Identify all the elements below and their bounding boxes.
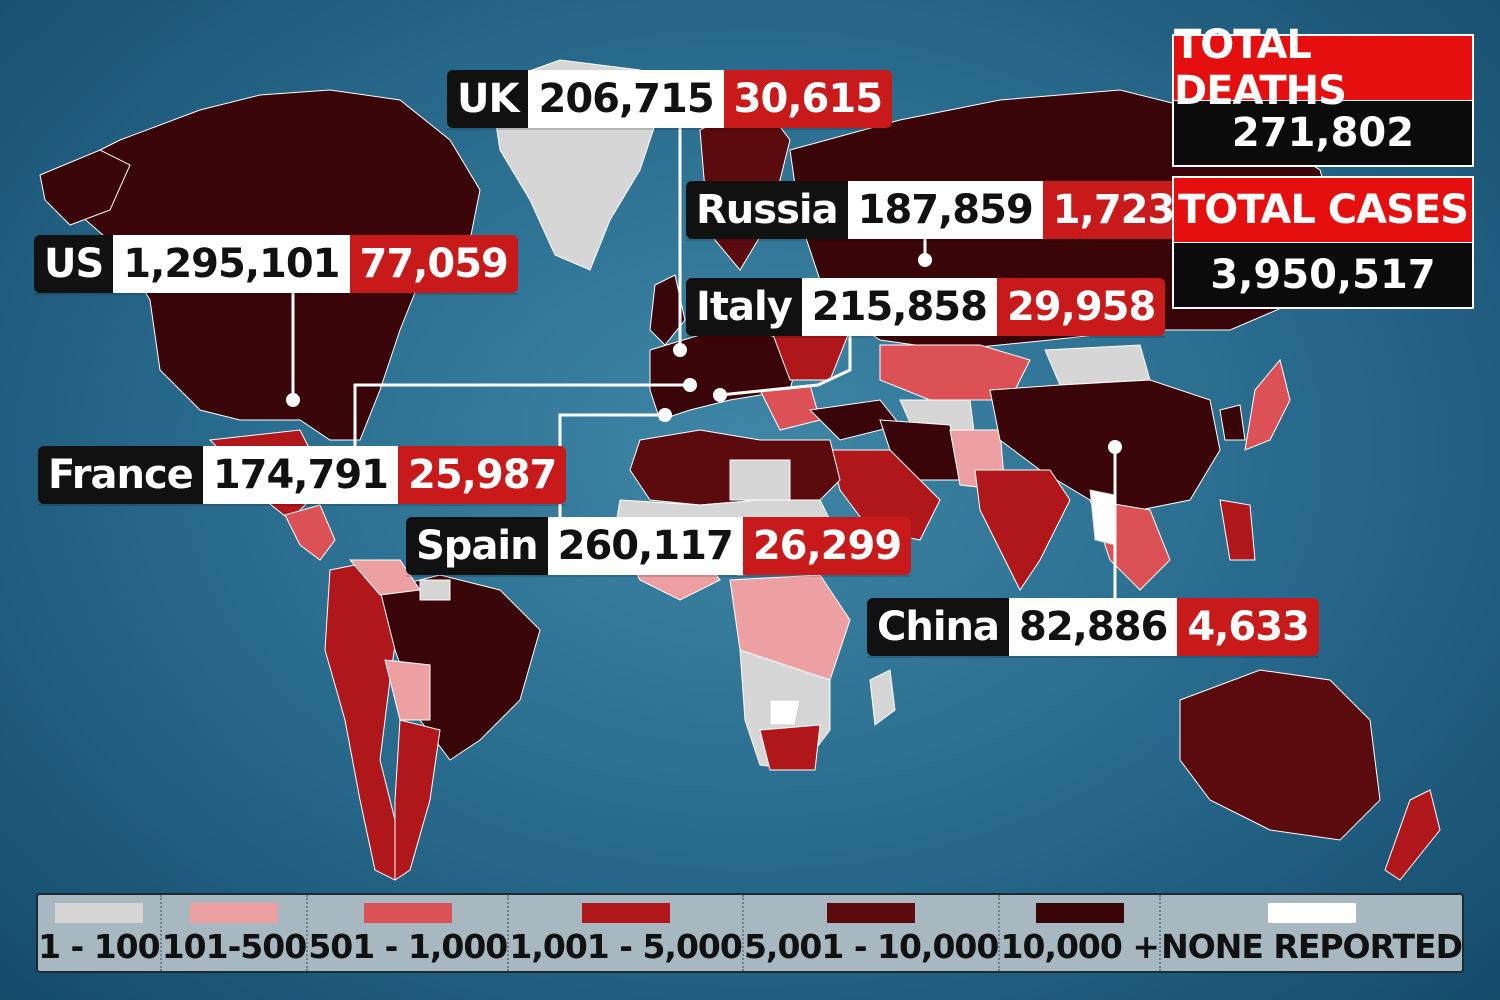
india xyxy=(974,469,1071,591)
country-deaths: 26,299 xyxy=(742,517,912,575)
botswana xyxy=(769,699,801,726)
total-deaths-panel: TOTAL DEATHS 271,802 xyxy=(1172,22,1474,167)
legend-item-10000-plus: 10,000 + xyxy=(1000,895,1162,971)
country-name: Russia xyxy=(686,181,848,239)
legend-label: 101-500 xyxy=(161,927,307,966)
country-deaths: 4,633 xyxy=(1177,598,1319,656)
country-cases: 260,117 xyxy=(547,517,743,575)
china xyxy=(989,379,1221,511)
legend-label: 5,001 - 10,000 xyxy=(743,927,999,966)
map-legend: 1 - 100 101-500 501 - 1,000 1,001 - 5,00… xyxy=(36,893,1464,973)
mongolia xyxy=(1044,344,1151,386)
callout-us: US 1,295,101 77,059 xyxy=(34,235,518,293)
philippines xyxy=(1219,499,1256,561)
legend-item-none-reported: NONE REPORTED xyxy=(1161,895,1463,971)
legend-swatch xyxy=(581,903,670,923)
uk-dot xyxy=(673,343,687,357)
callout-spain: Spain 260,117 26,299 xyxy=(406,517,912,575)
legend-label: NONE REPORTED xyxy=(1161,927,1463,966)
legend-swatch xyxy=(54,903,143,923)
country-name: UK xyxy=(447,70,529,128)
leader-dots xyxy=(286,253,1122,454)
myanmar xyxy=(1089,489,1116,546)
total-cases-panel: TOTAL CASES 3,950,517 xyxy=(1172,176,1474,309)
total-cases-value: 3,950,517 xyxy=(1172,242,1474,309)
italy-dot xyxy=(713,388,727,402)
country-cases: 82,886 xyxy=(1009,598,1178,656)
france-dot xyxy=(683,378,697,392)
callout-russia: Russia 187,859 1,723 xyxy=(686,181,1185,239)
country-deaths: 77,059 xyxy=(349,235,518,293)
legend-item-1-100: 1 - 100 xyxy=(38,895,162,971)
central-america xyxy=(284,504,336,561)
callout-uk: UK 206,715 30,615 xyxy=(447,70,893,128)
callout-china: China 82,886 4,633 xyxy=(867,598,1319,656)
spain-dot xyxy=(658,408,672,422)
country-cases: 1,295,101 xyxy=(113,235,350,293)
country-name: China xyxy=(867,598,1010,656)
country-cases: 215,858 xyxy=(801,278,997,336)
libya xyxy=(729,459,791,501)
bolivia-paraguay xyxy=(384,659,431,721)
country-name: Spain xyxy=(406,517,548,575)
korea xyxy=(1219,404,1246,441)
legend-item-1001-5000: 1,001 - 5,000 xyxy=(509,895,744,971)
country-name: Italy xyxy=(686,278,802,336)
south-africa xyxy=(759,724,821,771)
country-deaths: 30,615 xyxy=(723,70,893,128)
legend-swatch xyxy=(1267,903,1356,923)
country-name: US xyxy=(34,235,114,293)
france-leader xyxy=(353,383,690,447)
total-cases-label: TOTAL CASES xyxy=(1172,176,1474,242)
argentina xyxy=(394,719,441,881)
legend-swatch xyxy=(1035,903,1124,923)
arabia xyxy=(829,449,941,541)
legend-item-5001-10000: 5,001 - 10,000 xyxy=(744,895,1001,971)
us-dot xyxy=(286,393,300,407)
legend-item-501-1000: 501 - 1,000 xyxy=(308,895,510,971)
alaska xyxy=(39,149,131,226)
japan xyxy=(1244,358,1291,451)
uk xyxy=(649,274,686,346)
russia-dot xyxy=(918,253,932,267)
callout-italy: Italy 215,858 29,958 xyxy=(686,278,1166,336)
legend-swatch xyxy=(363,903,452,923)
legend-label: 1,001 - 5,000 xyxy=(509,927,742,966)
country-deaths: 1,723 xyxy=(1042,181,1185,239)
country-deaths: 25,987 xyxy=(398,446,567,504)
country-cases: 187,859 xyxy=(847,181,1043,239)
legend-label: 501 - 1,000 xyxy=(308,927,508,966)
china-dot xyxy=(1108,440,1122,454)
country-deaths: 29,958 xyxy=(996,278,1166,336)
country-cases: 206,715 xyxy=(528,70,724,128)
new-zealand xyxy=(1384,789,1441,881)
total-deaths-value: 271,802 xyxy=(1172,100,1474,167)
callout-france: France 174,791 25,987 xyxy=(38,446,567,504)
australia xyxy=(1179,669,1381,841)
leader-lines xyxy=(291,128,1117,598)
balkans xyxy=(759,384,821,431)
legend-swatch xyxy=(189,903,278,923)
country-name: France xyxy=(38,446,203,504)
country-cases: 174,791 xyxy=(202,446,398,504)
legend-item-101-500: 101-500 xyxy=(162,895,309,971)
legend-label: 1 - 100 xyxy=(38,927,161,966)
madagascar xyxy=(869,669,896,726)
legend-swatch xyxy=(827,903,916,923)
total-deaths-label: TOTAL DEATHS xyxy=(1172,22,1474,114)
italy-leader xyxy=(719,335,852,397)
guianas xyxy=(419,579,451,601)
legend-label: 10,000 + xyxy=(1000,927,1159,966)
